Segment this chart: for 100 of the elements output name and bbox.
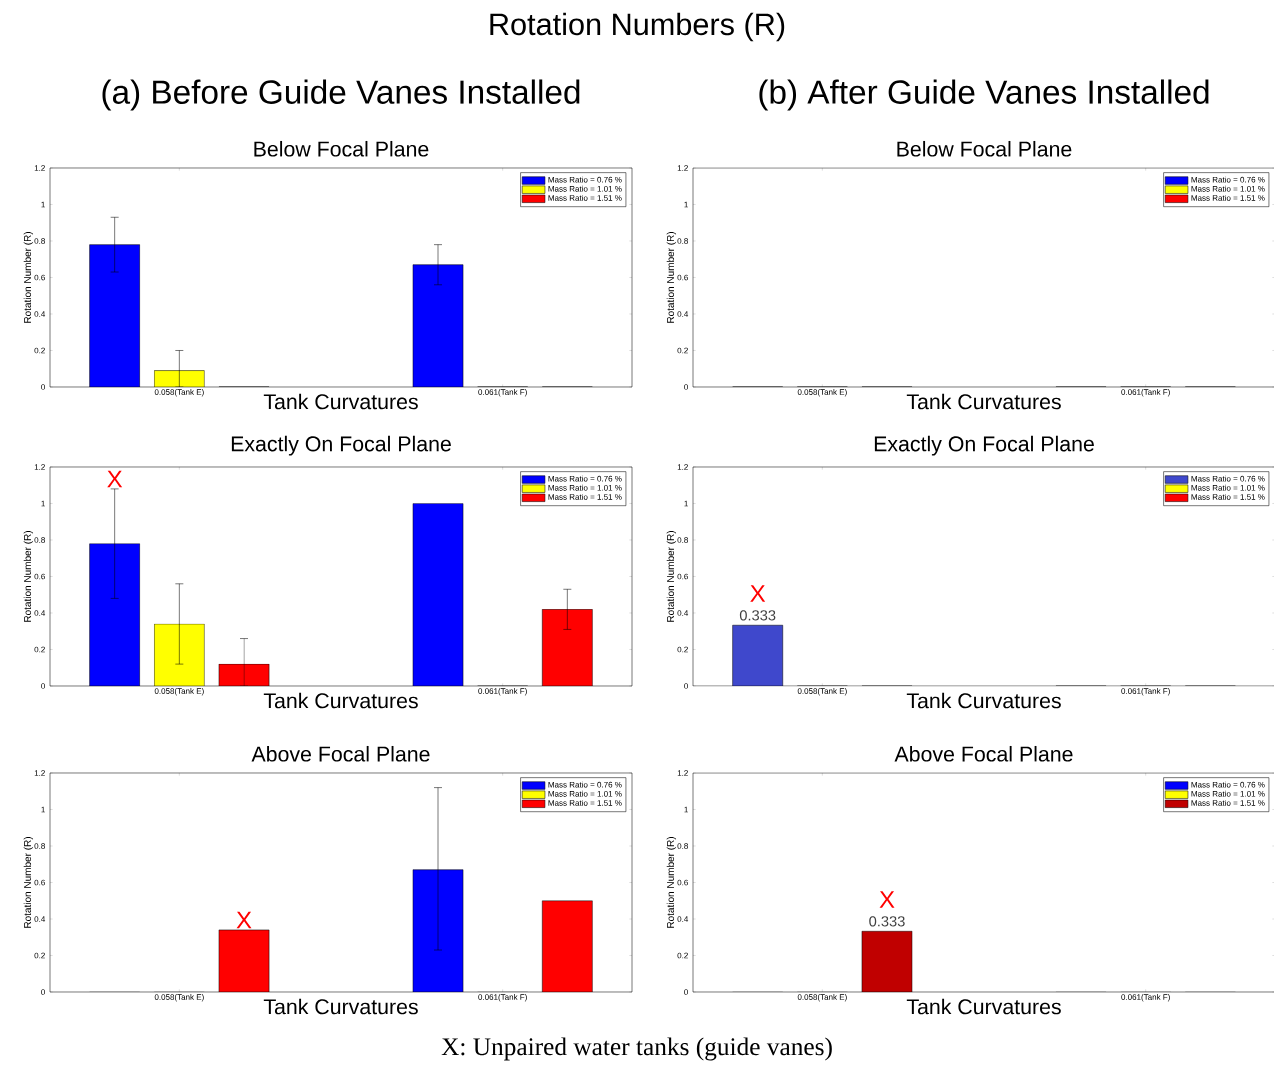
annotation: X [750,585,766,602]
chart-title: Above Focal Plane [894,745,1073,762]
legend-label: Mass Ratio = 1.01 % [1191,185,1265,192]
legend-label: Mass Ratio = 1.51 % [548,493,622,500]
x-tick-label: 0.058(Tank E) [154,688,204,696]
y-tick-label: 0.4 [677,916,689,922]
y-tick-label: 0.8 [34,843,45,849]
x-tick-label: 0.058(Tank E) [797,994,847,1002]
y-tick-label: 0 [41,989,45,995]
y-tick-label: 0.6 [34,274,45,281]
y-tick-label: 1.2 [34,464,45,470]
y-tick-label: 0.2 [677,952,688,959]
text: X: Unpaired water tanks (guide vanes) [441,1037,832,1061]
legend-label: Mass Ratio = 1.51 % [548,194,622,201]
legend-label: Mass Ratio = 1.51 % [548,799,622,806]
x-axis-title: Tank Curvatures [906,692,1061,709]
y-tick-label: 0.2 [34,347,45,354]
text: Rotation Numbers (R) [490,12,785,42]
y-tick-label: 1 [41,806,45,813]
legend-label: Mass Ratio = 0.76 % [548,475,622,482]
chart-title: Exactly On Focal Plane [874,435,1094,456]
x-axis-title: Tank Curvatures [263,393,418,410]
x-axis-title: Tank Curvatures [906,393,1061,410]
x-tick-label: 0.061(Tank F) [478,688,527,696]
x-tick-label: 0.058(Tank E) [154,994,204,1002]
x-tick-label: 0.061(Tank F) [478,994,527,1002]
y-tick-label: 0.4 [34,610,46,616]
y-tick-label: 0.6 [677,274,688,281]
x-tick-label: 0.058(Tank E) [797,688,847,696]
y-tick-label: 0.8 [34,537,45,543]
legend-label: Mass Ratio = 1.51 % [1191,493,1265,500]
legend-label: Mass Ratio = 1.51 % [1191,194,1265,201]
y-tick-label: 1.2 [34,770,45,776]
y-tick-label: 0.4 [34,311,46,317]
y-tick-label: 0.2 [677,646,688,653]
legend-label: Mass Ratio = 1.01 % [1191,790,1265,797]
x-tick-label: 0.061(Tank F) [1121,389,1170,397]
y-tick-label: 0 [684,989,688,995]
x-tick-label: 0.061(Tank F) [478,389,527,397]
x-axis-title: Tank Curvatures [263,998,418,1015]
y-axis-title: Rotation Number (R) [666,232,677,323]
y-tick-label: 0.8 [677,238,688,244]
x-tick-label: 0.058(Tank E) [797,389,847,397]
x-tick-label: 0.061(Tank F) [1121,688,1170,696]
chart-title: Below Focal Plane [897,140,1072,157]
legend-label: Mass Ratio = 0.76 % [1191,781,1265,788]
y-tick-label: 0.2 [677,347,688,354]
y-tick-label: 0.8 [34,238,45,244]
y-tick-label: 0.4 [677,311,689,317]
y-tick-label: 0.8 [677,537,688,543]
legend-label: Mass Ratio = 1.01 % [548,185,622,192]
y-tick-label: 1.2 [677,770,688,776]
y-tick-label: 0.2 [34,646,45,653]
legend-label: Mass Ratio = 0.76 % [1191,176,1265,183]
y-tick-label: 1.2 [677,464,688,470]
x-axis-title: Tank Curvatures [906,998,1061,1015]
y-axis-title: Rotation Number (R) [666,837,677,928]
y-tick-label: 0 [41,683,45,689]
chart-subtitle: (b) After Guide Vanes Installed [759,79,1209,111]
y-tick-label: 0 [41,384,45,390]
legend-label: Mass Ratio = 1.01 % [548,484,622,491]
y-tick-label: 0.8 [677,843,688,849]
y-axis-title: Rotation Number (R) [23,837,34,928]
legend-label: Mass Ratio = 0.76 % [548,781,622,788]
y-tick-label: 0.4 [677,610,689,616]
y-tick-label: 0.6 [34,573,45,580]
y-tick-label: 1 [684,500,688,507]
y-tick-label: 0.6 [34,879,45,886]
legend-label: Mass Ratio = 1.01 % [548,790,622,797]
y-tick-label: 0 [684,683,688,689]
chart-title: Below Focal Plane [254,140,429,157]
y-tick-label: 0.4 [34,916,46,922]
y-tick-label: 0.2 [34,952,45,959]
annotation: X [879,891,895,908]
y-tick-label: 1 [684,806,688,813]
x-tick-label: 0.061(Tank F) [1121,994,1170,1002]
chart-subtitle: (a) Before Guide Vanes Installed [102,79,580,111]
y-tick-label: 1.2 [677,165,688,171]
data-label: 0.333 [869,916,905,927]
annotation: X [107,470,123,488]
chart-title: Above Focal Plane [251,745,430,762]
data-label: 0.333 [739,610,776,621]
y-tick-label: 1 [684,201,688,208]
legend-label: Mass Ratio = 0.76 % [548,176,622,183]
x-tick-label: 0.058(Tank E) [154,389,204,397]
x-axis-title: Tank Curvatures [263,692,418,709]
y-tick-label: 1 [41,201,45,208]
annotation: X [236,911,252,929]
y-axis-title: Rotation Number (R) [666,531,677,622]
legend-label: Mass Ratio = 1.51 % [1191,799,1265,806]
y-tick-label: 1.2 [34,165,45,171]
y-tick-label: 0 [684,384,688,390]
y-tick-label: 0.6 [677,879,688,886]
y-tick-label: 0.6 [677,573,688,580]
y-tick-label: 1 [41,500,45,507]
y-axis-title: Rotation Number (R) [23,232,34,323]
chart-title: Exactly On Focal Plane [231,435,451,456]
legend-label: Mass Ratio = 1.01 % [1191,484,1265,491]
legend-label: Mass Ratio = 0.76 % [1191,475,1265,482]
y-axis-title: Rotation Number (R) [23,531,34,622]
